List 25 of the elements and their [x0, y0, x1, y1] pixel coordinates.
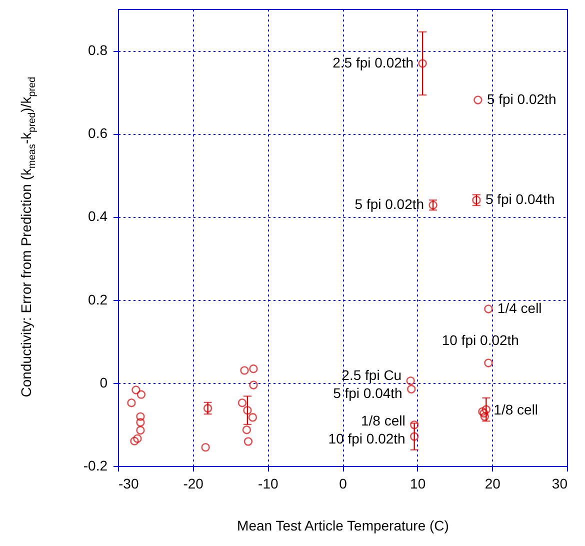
x-axis-title: Mean Test Article Temperature (C) [237, 518, 449, 534]
annotation: 2.5 fpi Cu [342, 366, 402, 383]
y-tick-label: 0.2 [88, 291, 108, 308]
y-tick-label: 0.6 [88, 125, 108, 142]
annotation: 10 fpi 0.02th [328, 430, 406, 447]
x-tick-label: 10 [410, 476, 426, 492]
annotation: 2.5 fpi 0.02th [332, 54, 414, 70]
annotation: 5 fpi 0.04th [333, 384, 402, 401]
y-tick-label: 0.8 [88, 42, 108, 58]
annotation: 1/8 cell [360, 412, 406, 429]
x-tick-label: 20 [484, 476, 501, 492]
x-tick-label: 30 [552, 476, 568, 492]
annotation: 10 fpi 0.02th [442, 332, 519, 348]
x-tick-label: -10 [258, 476, 278, 492]
y-tick-label: -0.2 [83, 458, 108, 474]
annotation: 1/4 cell [497, 300, 542, 316]
annotation: 1/8 cell [494, 401, 538, 418]
annotation: 5 fpi 0.02th [354, 196, 424, 212]
x-tick-label: -20 [183, 476, 204, 492]
annotation: 5 fpi 0.04th [485, 191, 555, 208]
annotation: 5 fpi 0.02th [486, 90, 556, 107]
y-tick-label: 0.4 [88, 208, 108, 224]
x-tick-label: -30 [118, 476, 139, 492]
x-tick-label: 0 [339, 476, 348, 492]
y-tick-label: 0 [100, 374, 108, 390]
